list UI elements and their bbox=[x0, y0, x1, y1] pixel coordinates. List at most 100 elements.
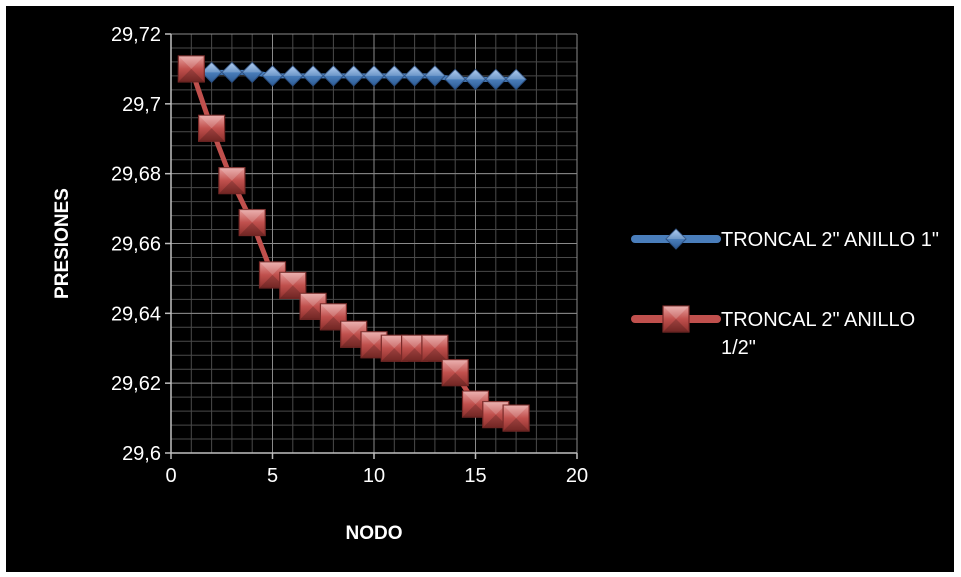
marker-shade bbox=[482, 414, 509, 428]
data-point bbox=[363, 65, 385, 87]
line-chart: 29,6 29,62 29,64 29,66 29,68 29,7 29,72 0 5 10 15 2… bbox=[52, 24, 939, 544]
marker-shade bbox=[320, 316, 347, 330]
legend-label: 1/2" bbox=[721, 337, 756, 359]
series-group bbox=[177, 55, 530, 432]
marker-body bbox=[383, 65, 406, 87]
marker-bevel bbox=[663, 306, 689, 319]
marker-bevel bbox=[666, 229, 686, 239]
data-point bbox=[322, 65, 345, 87]
y-tick-label: 29,66 bbox=[111, 234, 161, 256]
marker-body bbox=[177, 55, 205, 83]
marker-bevel bbox=[323, 65, 344, 76]
marker-bevel bbox=[462, 391, 489, 405]
marker-body bbox=[421, 334, 449, 362]
data-point bbox=[441, 359, 469, 387]
marker-bevel bbox=[364, 65, 384, 76]
marker-body bbox=[662, 305, 690, 333]
marker-body bbox=[502, 404, 530, 432]
marker-body bbox=[282, 65, 304, 87]
marker-bevel bbox=[445, 69, 466, 80]
marker-bevel bbox=[221, 62, 242, 73]
marker-shade bbox=[401, 348, 428, 362]
data-point bbox=[238, 208, 266, 237]
x-tick-label: 0 bbox=[165, 465, 176, 487]
x-tick-label: 10 bbox=[363, 465, 385, 487]
marker-shade bbox=[663, 319, 689, 332]
data-point bbox=[261, 65, 284, 87]
marker-bevel bbox=[465, 69, 486, 80]
marker-bevel bbox=[485, 69, 506, 80]
data-point bbox=[177, 55, 205, 83]
y-tick-label: 29,64 bbox=[111, 303, 161, 325]
legend-label: TRONCAL 2" ANILLO 1" bbox=[721, 229, 939, 251]
marker-body bbox=[441, 359, 469, 387]
x-tick-label: 15 bbox=[464, 465, 486, 487]
marker-bevel bbox=[242, 62, 263, 73]
y-axis-title: PRESIONES bbox=[52, 188, 73, 299]
marker-body bbox=[464, 68, 487, 91]
marker-body bbox=[363, 65, 385, 87]
marker-shade bbox=[462, 404, 489, 418]
marker-shade bbox=[279, 285, 306, 299]
marker-bevel bbox=[384, 65, 405, 76]
data-point bbox=[505, 68, 527, 91]
marker-body bbox=[505, 68, 527, 91]
marker-body bbox=[424, 65, 446, 87]
y-tick-label: 29,72 bbox=[111, 24, 161, 46]
legend-entry: TRONCAL 2" ANILLO 1" bbox=[631, 228, 939, 251]
marker-body bbox=[200, 61, 223, 84]
x-tick-label: 5 bbox=[267, 465, 278, 487]
marker-body bbox=[319, 303, 347, 331]
marker-body bbox=[261, 65, 284, 87]
marker-bevel bbox=[259, 261, 286, 275]
marker-body bbox=[322, 65, 345, 87]
tick-labels: 29,6 29,62 29,64 29,66 29,68 29,7 29,72 0 5 10 15 2… bbox=[111, 24, 588, 487]
marker-bevel bbox=[262, 65, 283, 76]
marker-shade bbox=[340, 334, 367, 348]
marker-body bbox=[241, 61, 263, 84]
marker-shade bbox=[218, 180, 245, 194]
grid bbox=[170, 33, 578, 454]
data-point bbox=[319, 303, 347, 331]
marker-bevel bbox=[340, 321, 367, 335]
marker-bevel bbox=[300, 293, 327, 307]
marker-bevel bbox=[503, 405, 530, 419]
marker-body bbox=[444, 68, 466, 91]
marker-body bbox=[665, 228, 687, 250]
marker-body bbox=[403, 65, 426, 87]
data-point bbox=[282, 65, 304, 87]
marker-bevel bbox=[320, 303, 347, 317]
marker-bevel bbox=[361, 331, 387, 345]
legend: TRONCAL 2" ANILLO 1" TRONCAL 2" ANILLO 1/2… bbox=[631, 228, 939, 359]
marker-bevel bbox=[404, 65, 425, 76]
marker-bevel bbox=[381, 335, 408, 349]
data-point bbox=[383, 65, 406, 87]
marker-shade bbox=[239, 222, 266, 236]
marker-body bbox=[238, 208, 266, 237]
marker-shade bbox=[259, 274, 286, 288]
y-tick-label: 29,62 bbox=[111, 373, 161, 395]
data-point bbox=[424, 65, 446, 87]
marker-body bbox=[485, 68, 507, 91]
marker-body bbox=[302, 65, 324, 87]
marker-body bbox=[198, 114, 226, 142]
marker-bevel bbox=[482, 401, 509, 415]
marker-bevel bbox=[198, 115, 225, 129]
data-point bbox=[200, 61, 223, 84]
data-point bbox=[302, 65, 324, 87]
marker-bevel bbox=[506, 69, 527, 80]
marker-bevel bbox=[282, 65, 303, 76]
marker-bevel bbox=[201, 62, 222, 73]
x-axis-title: NODO bbox=[346, 523, 403, 544]
data-point bbox=[464, 68, 487, 91]
legend-swatch-marker bbox=[662, 305, 690, 333]
data-point bbox=[218, 167, 246, 195]
data-point bbox=[221, 61, 243, 84]
y-tick-label: 29,7 bbox=[122, 94, 161, 116]
data-point bbox=[502, 404, 530, 432]
marker-shade bbox=[300, 306, 327, 320]
marker-shade bbox=[421, 348, 448, 362]
data-point bbox=[485, 68, 507, 91]
chart-area: 29,6 29,62 29,64 29,66 29,68 29,7 29,72 0 5 10 15 2… bbox=[6, 6, 954, 572]
data-point bbox=[403, 65, 426, 87]
